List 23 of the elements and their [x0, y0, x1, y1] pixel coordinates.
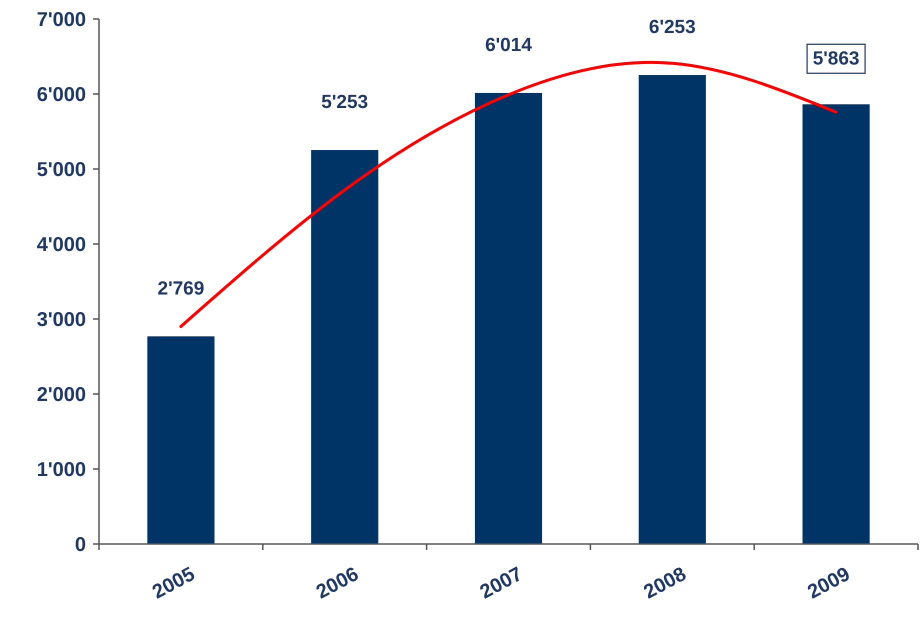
bar	[311, 150, 378, 544]
bar	[802, 104, 870, 544]
y-tick-label: 5'000	[36, 159, 86, 181]
y-tick-label: 2'000	[36, 384, 86, 406]
data-label: 5'253	[321, 92, 368, 114]
y-tick-label: 7'000	[36, 9, 86, 31]
data-label: 5'863	[812, 48, 860, 70]
x-tick-label: 2006	[312, 563, 362, 604]
data-label: 6'014	[485, 34, 532, 56]
bar	[474, 92, 542, 544]
y-tick-label: 0	[74, 534, 86, 556]
x-tick-label: 2007	[476, 563, 526, 604]
bar	[147, 336, 214, 544]
y-tick-label: 3'000	[36, 309, 86, 331]
x-tick-label: 2005	[148, 563, 199, 604]
y-tick-label: 4'000	[36, 234, 86, 256]
y-tick-label: 6'000	[36, 84, 86, 106]
y-tick-label: 1'000	[36, 459, 86, 481]
data-label: 6'253	[648, 17, 696, 38]
x-tick-label: 2009	[804, 563, 854, 604]
x-tick-label: 2008	[640, 563, 690, 604]
data-label: 2'769	[158, 278, 204, 300]
bar	[638, 75, 706, 544]
